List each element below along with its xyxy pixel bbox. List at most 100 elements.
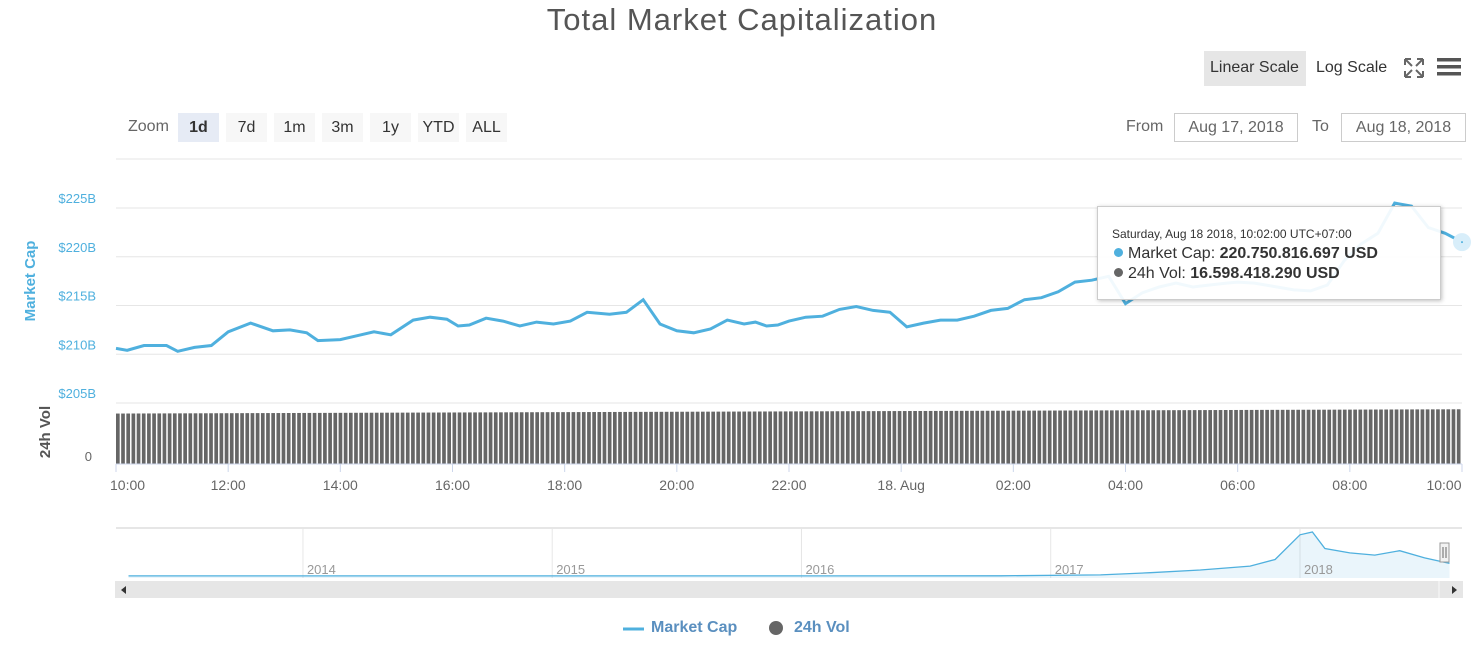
volume-bar (152, 413, 156, 464)
volume-bar (1063, 410, 1068, 464)
volume-bar (737, 411, 741, 464)
y-tick-label: $215B (58, 289, 96, 304)
y-tick-label: $225B (58, 191, 96, 206)
volume-bar (1280, 409, 1285, 464)
legend-vol-marker (769, 621, 783, 635)
zoom-1d-button[interactable]: 1d (178, 113, 219, 142)
volume-bar (1337, 409, 1342, 464)
volume-bar (1125, 410, 1130, 464)
to-date-input[interactable]: Aug 18, 2018 (1341, 113, 1466, 142)
volume-bar (742, 411, 747, 464)
volume-bar (1379, 409, 1383, 464)
volume-bar (442, 412, 446, 464)
volume-bar (214, 413, 219, 464)
volume-bar (902, 411, 907, 464)
volume-bar (985, 410, 990, 464)
scroll-right-button[interactable] (1440, 581, 1463, 598)
volume-bar (768, 411, 772, 464)
volume-bar (1363, 409, 1368, 464)
volume-bar (1311, 409, 1316, 464)
volume-bar (1441, 409, 1445, 464)
volume-bar (524, 412, 529, 464)
legend-24h-vol[interactable]: 24h Vol (794, 619, 850, 636)
volume-bar (457, 412, 462, 464)
navigator-handle[interactable] (1439, 542, 1450, 563)
y-tick-label: $210B (58, 337, 96, 352)
x-tick-label: 06:00 (1220, 477, 1255, 493)
zoom-7d-button[interactable]: 7d (226, 113, 267, 142)
from-date-input[interactable]: Aug 17, 2018 (1174, 113, 1298, 142)
volume-bar (659, 411, 664, 464)
navigator-scrollbar[interactable] (115, 581, 1463, 598)
tooltip-vol-label: 24h Vol (1128, 265, 1182, 282)
zoom-1m-button[interactable]: 1m (274, 113, 315, 142)
volume-bar (1327, 409, 1332, 464)
fullscreen-icon[interactable] (1402, 57, 1426, 79)
log-scale-button[interactable]: Log Scale (1316, 59, 1388, 76)
volume-bar (204, 413, 208, 464)
volume-bar (317, 412, 322, 464)
navigator[interactable] (116, 527, 1462, 578)
volume-bar (281, 413, 286, 464)
volume-bar (933, 410, 938, 464)
volume-bar (1353, 409, 1357, 464)
volume-bar (996, 410, 1000, 464)
y-tick-label: $220B (58, 240, 96, 255)
volume-bar (540, 412, 545, 464)
x-tick-label: 12:00 (211, 477, 246, 493)
volume-bar (700, 411, 705, 464)
zoom-3m-button[interactable]: 3m (322, 113, 363, 142)
volume-bar (949, 410, 954, 464)
zoom-label: Zoom (128, 118, 169, 135)
volume-bar (126, 413, 131, 464)
y-axis-title: Market Cap (22, 241, 39, 322)
linear-scale-button[interactable]: Linear Scale (1204, 51, 1306, 86)
volume-bar (550, 412, 555, 464)
volume-bar (1213, 410, 1218, 464)
volume-bar (918, 410, 923, 464)
volume-bar (286, 413, 291, 464)
navigator-area (128, 532, 1450, 578)
volume-bar (1084, 410, 1088, 464)
volume-bar (302, 412, 307, 464)
volume-bar (364, 412, 369, 464)
zoom-ytd-button[interactable]: YTD (418, 113, 459, 142)
volume-bar (809, 411, 814, 464)
volume-bar (1151, 410, 1156, 464)
volume-bar (1141, 410, 1145, 464)
volume-bar (141, 413, 146, 464)
volume-bar (825, 411, 829, 464)
volume-bar (535, 412, 540, 464)
volume-bar (851, 411, 855, 464)
volume-bar (618, 411, 622, 464)
zoom-all-button[interactable]: ALL (466, 113, 507, 142)
volume-bar (944, 410, 948, 464)
volume-bar (1384, 409, 1389, 464)
volume-bar (1027, 410, 1031, 464)
volume-bar (649, 411, 653, 464)
volume-bar (845, 411, 850, 464)
to-label: To (1312, 118, 1329, 135)
x-tick-label: 14:00 (323, 477, 358, 493)
volume-bar (970, 410, 974, 464)
vol-dot-icon (1114, 268, 1123, 277)
x-tick-label: 10:00 (110, 477, 145, 493)
volume-bar (1420, 409, 1425, 464)
volume-bar (462, 412, 467, 464)
volume-bar (581, 412, 586, 464)
volume-bar (747, 411, 752, 464)
volume-bar (1373, 409, 1378, 464)
zoom-1y-button[interactable]: 1y (370, 113, 411, 142)
y-axis-labels: $205B $210B $215B $220B $225B (58, 191, 96, 401)
volume-bar (1254, 409, 1259, 464)
volume-bar (804, 411, 809, 464)
menu-icon[interactable] (1436, 56, 1462, 78)
legend-market-cap[interactable]: Market Cap (651, 619, 738, 636)
volume-bar (669, 411, 674, 464)
volume-bar (877, 411, 881, 464)
volume-bar (757, 411, 762, 464)
volume-bar (380, 412, 384, 464)
volume-bar (732, 411, 736, 464)
volume-bar (235, 413, 239, 464)
volume-bar (478, 412, 483, 464)
